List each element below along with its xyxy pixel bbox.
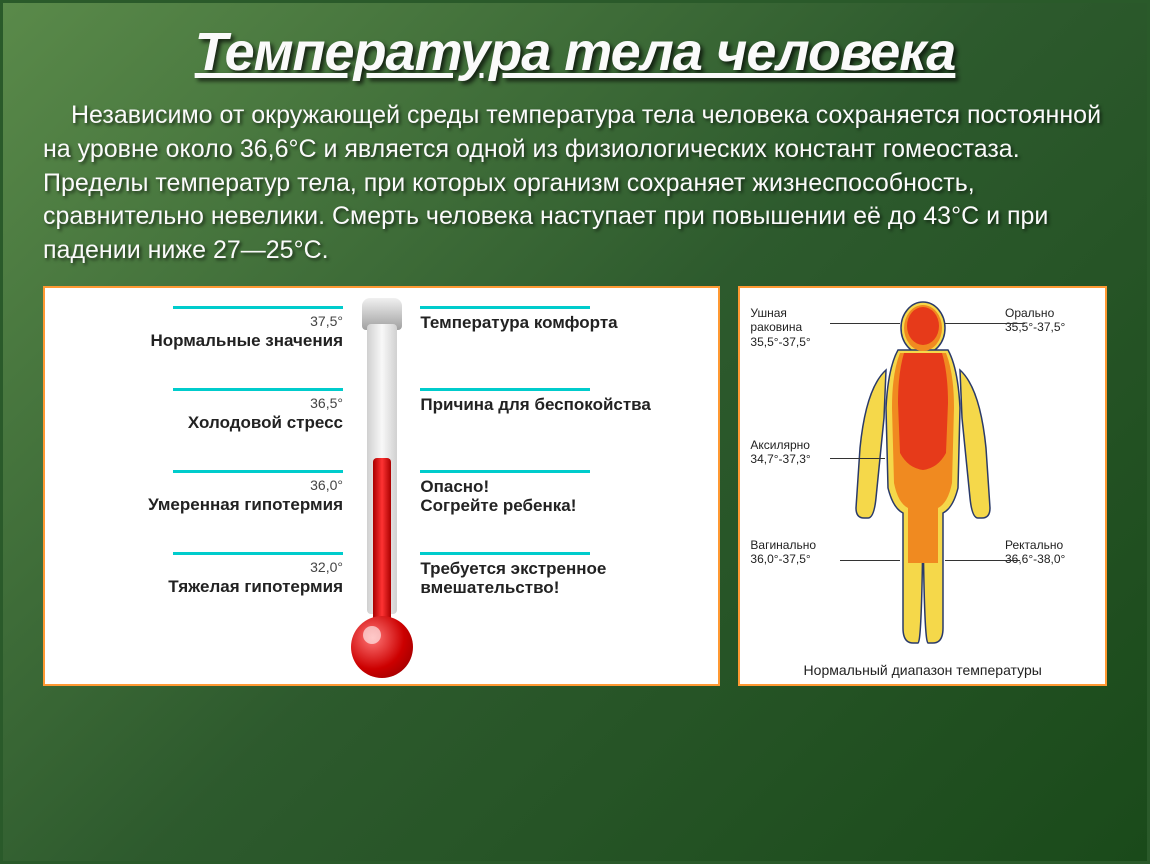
- thermometer-mercury: [373, 458, 391, 634]
- body-measurement-name: Ректально: [1005, 538, 1095, 552]
- panels-row: 37,5° Нормальные значения 36,5° Холодовой с…: [43, 286, 1107, 686]
- body-measurement-label: Орально35,5°-37,5°: [1005, 306, 1095, 335]
- body-measurement-label: Вагинально36,0°-37,5°: [750, 538, 840, 567]
- body-measurement-label: Ушнаяраковина35,5°-37,5°: [750, 306, 840, 349]
- thermometer-tick-value: 32,0°: [63, 559, 343, 575]
- body-leader-line: [830, 458, 885, 459]
- thermometer-tick-label: Температура комфорта: [420, 313, 700, 333]
- thermometer-tick: [420, 470, 590, 473]
- thermometer: [332, 298, 432, 678]
- thermometer-tick-label: Нормальные значения: [63, 331, 343, 351]
- thermometer-tick: [173, 388, 343, 391]
- thermometer-tick-label: Опасно!Согрейте ребенка!: [420, 477, 700, 516]
- body-leader-line: [830, 323, 900, 324]
- thermometer-row: Опасно!Согрейте ребенка!: [420, 470, 700, 516]
- slide: Температура тела человека Независимо от …: [3, 3, 1147, 706]
- thermometer-tick-label: Тяжелая гипотермия: [63, 577, 343, 597]
- human-body-figure: [818, 298, 1028, 648]
- thermometer-bulb-highlight: [363, 626, 381, 644]
- body-measurement-label: Аксилярно34,7°-37,3°: [750, 438, 840, 467]
- thermometer-row: 37,5° Нормальные значения: [63, 306, 343, 351]
- thermometer-panel: 37,5° Нормальные значения 36,5° Холодовой с…: [43, 286, 720, 686]
- thermometer-tick-label: Требуется экстренноевмешательство!: [420, 559, 700, 598]
- thermometer-tick-label: Причина для беспокойства: [420, 395, 700, 415]
- body-measurement-range: 36,0°-37,5°: [750, 552, 840, 566]
- body-leader-line: [945, 560, 1020, 561]
- thermometer-tick-label: Умеренная гипотермия: [63, 495, 343, 515]
- body-measurement-name: Ушнаяраковина: [750, 306, 840, 335]
- body-leader-line: [945, 323, 1025, 324]
- thermometer-tick: [420, 306, 590, 309]
- thermometer-row: 36,0° Умеренная гипотермия: [63, 470, 343, 515]
- thermometer-bulb: [351, 616, 413, 678]
- page-title: Температура тела человека: [43, 21, 1107, 83]
- thermometer-tick: [173, 552, 343, 555]
- body-measurement-name: Вагинально: [750, 538, 840, 552]
- body-measurement-range: 35,5°-37,5°: [750, 335, 840, 349]
- thermometer-tick-value: 37,5°: [63, 313, 343, 329]
- body-measurement-label: Ректально36,6°-38,0°: [1005, 538, 1095, 567]
- thermometer-tick: [173, 306, 343, 309]
- thermometer-tick-value: 36,0°: [63, 477, 343, 493]
- body-measurement-name: Аксилярно: [750, 438, 840, 452]
- body-measurement-range: 34,7°-37,3°: [750, 452, 840, 466]
- thermometer-tick: [420, 388, 590, 391]
- thermometer-row: 32,0° Тяжелая гипотермия: [63, 552, 343, 597]
- thermometer-row: Причина для беспокойства: [420, 388, 700, 415]
- body-leader-line: [840, 560, 900, 561]
- thermometer-tick: [173, 470, 343, 473]
- thermometer-tick: [420, 552, 590, 555]
- body-paragraph: Независимо от окружающей среды температу…: [43, 99, 1107, 268]
- thermometer-tick-label: Холодовой стресс: [63, 413, 343, 433]
- body-diagram-panel: Ушнаяраковина35,5°-37,5° Аксилярно34,7°-3…: [738, 286, 1107, 686]
- body-diagram-caption: Нормальный диапазон температуры: [740, 662, 1105, 678]
- thermometer-row: Температура комфорта: [420, 306, 700, 333]
- body-measurement-name: Орально: [1005, 306, 1095, 320]
- thermometer-row: 36,5° Холодовой стресс: [63, 388, 343, 433]
- thermometer-row: Требуется экстренноевмешательство!: [420, 552, 700, 598]
- thermometer-tick-value: 36,5°: [63, 395, 343, 411]
